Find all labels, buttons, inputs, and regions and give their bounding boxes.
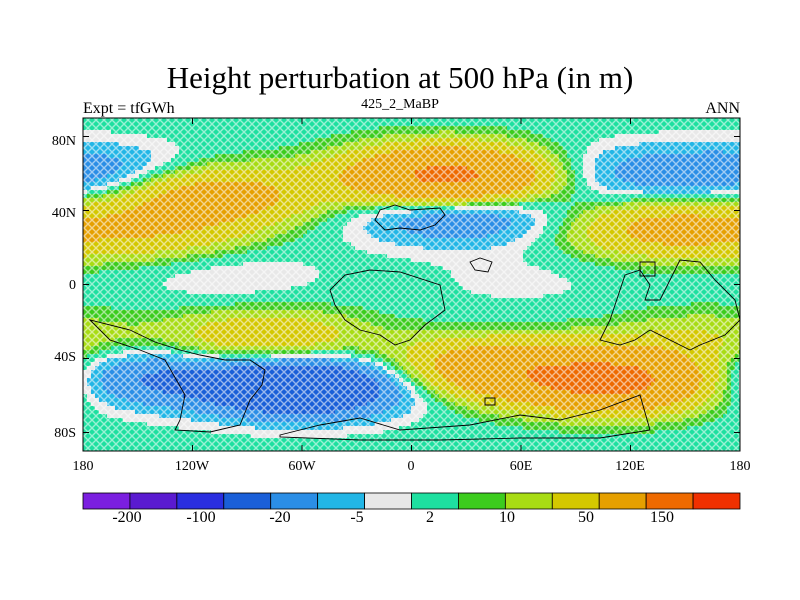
colorbar-box bbox=[364, 492, 412, 510]
coastline-antarctica bbox=[279, 394, 651, 441]
coastline-africa bbox=[329, 269, 446, 346]
lat-tick-label: 40S bbox=[54, 350, 76, 365]
colorbar-label: -100 bbox=[186, 509, 216, 526]
colorbar-box bbox=[223, 492, 272, 510]
colorbar-box bbox=[692, 492, 741, 510]
colorbar-label: -20 bbox=[269, 509, 291, 526]
lon-tick-label: 180 bbox=[72, 459, 94, 474]
coastline-south-america bbox=[88, 319, 266, 433]
colorbar-box bbox=[270, 492, 319, 510]
colorbar-box bbox=[551, 492, 600, 510]
colorbar-label: 10 bbox=[499, 509, 515, 526]
lat-tick-label: 40N bbox=[51, 206, 76, 221]
colorbar-box bbox=[504, 492, 553, 510]
colorbar-box bbox=[458, 492, 506, 510]
coastlines bbox=[88, 204, 740, 441]
colorbar-box bbox=[176, 492, 225, 510]
lat-tick-label: 80N bbox=[51, 134, 76, 149]
lon-tick-label: 120E bbox=[615, 459, 645, 474]
colorbar-label: 2 bbox=[426, 509, 434, 526]
right-string: ANN bbox=[705, 100, 740, 117]
coastline-island bbox=[484, 397, 496, 406]
colorbar-label: 150 bbox=[650, 509, 674, 526]
lon-tick-label: 120W bbox=[174, 459, 210, 474]
colorbar-label: -5 bbox=[350, 509, 364, 526]
coastline-eurasia bbox=[374, 204, 446, 231]
lon-tick-label: 60E bbox=[509, 459, 533, 474]
hatching-overlay bbox=[83, 118, 740, 451]
lon-tick-label: 60W bbox=[288, 459, 316, 474]
colorbar bbox=[82, 492, 741, 510]
left-string: Expt = tfGWh bbox=[83, 100, 175, 117]
colorbar-label: 50 bbox=[578, 509, 594, 526]
colorbar-box bbox=[645, 492, 694, 510]
colorbar-box bbox=[129, 492, 178, 510]
colorbar-label: -200 bbox=[112, 509, 142, 526]
center-string: 425_2_MaBP bbox=[361, 97, 439, 112]
lat-tick-label: 80S bbox=[54, 426, 76, 441]
colorbar-box bbox=[598, 492, 647, 510]
lon-tick-label: 180 bbox=[729, 459, 751, 474]
colorbar-box bbox=[82, 492, 131, 510]
plot-title: Height perturbation at 500 hPa (in m) bbox=[166, 60, 634, 95]
colorbar-box bbox=[317, 492, 365, 510]
lon-tick-label: 0 bbox=[407, 459, 415, 474]
coastline-island-2 bbox=[469, 257, 493, 273]
colorbar-box bbox=[411, 492, 459, 510]
coastline-island-3 bbox=[639, 261, 656, 277]
coastline-asia-east bbox=[599, 259, 740, 351]
lat-tick-label: 0 bbox=[69, 278, 76, 293]
